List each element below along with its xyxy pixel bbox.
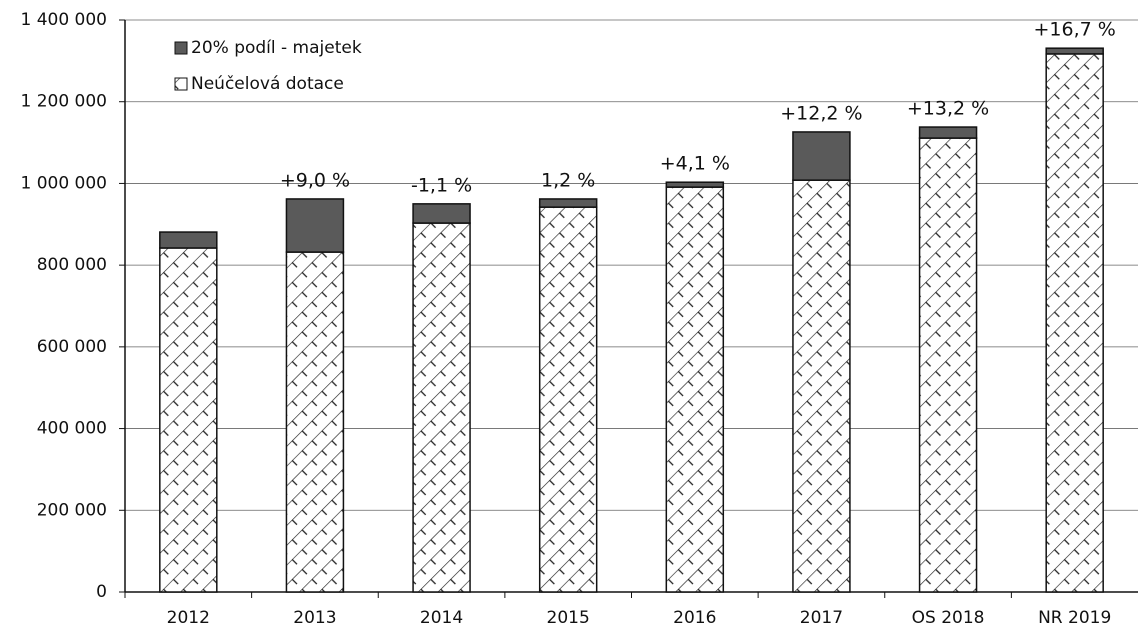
x-tick-label: OS 2018 bbox=[912, 608, 985, 628]
legend-label: Neúčelová dotace bbox=[191, 74, 344, 94]
bar-segment bbox=[665, 186, 725, 593]
y-tick-label: 200 000 bbox=[37, 500, 107, 520]
x-tick-label: 2016 bbox=[673, 608, 716, 628]
bar-segment bbox=[918, 137, 978, 593]
annotation: +16,7 % bbox=[1034, 19, 1116, 41]
bar-segment bbox=[792, 179, 851, 593]
x-tick-label: 2013 bbox=[293, 608, 336, 628]
annotation: +9,0 % bbox=[280, 169, 350, 191]
bar-segment bbox=[538, 198, 598, 208]
y-tick-label: 800 000 bbox=[37, 255, 107, 275]
x-tick-label: 2012 bbox=[167, 608, 210, 628]
legend-swatch bbox=[174, 77, 188, 91]
y-tick-label: 1 000 000 bbox=[20, 173, 107, 193]
bar-segment bbox=[538, 206, 598, 593]
bar-segment bbox=[1045, 47, 1104, 55]
annotation: -1,1 % bbox=[411, 174, 472, 196]
bar-segment bbox=[792, 131, 851, 181]
bar-segment bbox=[665, 181, 725, 188]
bar-segment bbox=[918, 126, 978, 139]
bar-segment bbox=[159, 247, 218, 593]
legend-swatch bbox=[174, 41, 188, 55]
x-tick-label: NR 2019 bbox=[1038, 608, 1111, 628]
y-tick-label: 1 400 000 bbox=[20, 10, 107, 30]
y-tick-label: 0 bbox=[96, 582, 107, 602]
legend-label: 20% podíl - majetek bbox=[191, 38, 362, 58]
bar-segment bbox=[159, 231, 218, 249]
annotation: +12,2 % bbox=[780, 102, 862, 124]
bar-segment bbox=[412, 222, 471, 593]
x-tick-label: 2015 bbox=[547, 608, 590, 628]
annotation: 1,2 % bbox=[541, 169, 595, 191]
y-tick-label: 600 000 bbox=[37, 337, 107, 357]
bar-segment bbox=[285, 198, 345, 253]
x-tick-label: 2014 bbox=[420, 608, 463, 628]
y-tick-label: 1 200 000 bbox=[20, 92, 107, 112]
bar-segment bbox=[285, 251, 345, 593]
x-tick-label: 2017 bbox=[800, 608, 843, 628]
annotation: +13,2 % bbox=[907, 98, 989, 120]
bar-segment bbox=[1045, 53, 1104, 593]
bar-segment bbox=[412, 203, 471, 224]
annotation: +4,1 % bbox=[660, 153, 730, 175]
y-tick-label: 400 000 bbox=[37, 419, 107, 439]
